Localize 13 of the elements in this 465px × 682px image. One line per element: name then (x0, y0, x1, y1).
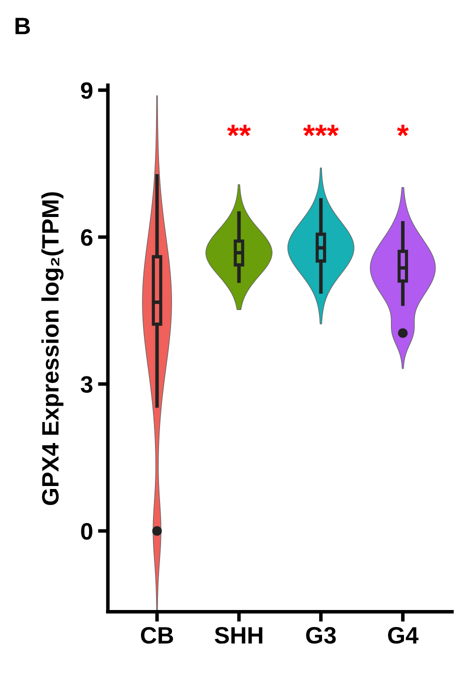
y-tick-label: 3 (80, 376, 92, 393)
y-axis-title: GPX4 Expression log₂(TPM) (41, 192, 64, 505)
x-tick-label: SHH (214, 626, 262, 644)
x-tick-label: G3 (306, 626, 336, 644)
x-tick-label: G4 (388, 626, 418, 644)
annotation: *** (303, 124, 339, 136)
y-tick-label: 9 (80, 82, 92, 99)
annotation: * (396, 124, 409, 136)
y-tick-label: 6 (81, 229, 92, 246)
text: B (16, 18, 30, 34)
annotation: ** (227, 124, 251, 136)
y-tick-label: 0 (81, 523, 92, 540)
x-tick-label: CB (140, 626, 174, 644)
